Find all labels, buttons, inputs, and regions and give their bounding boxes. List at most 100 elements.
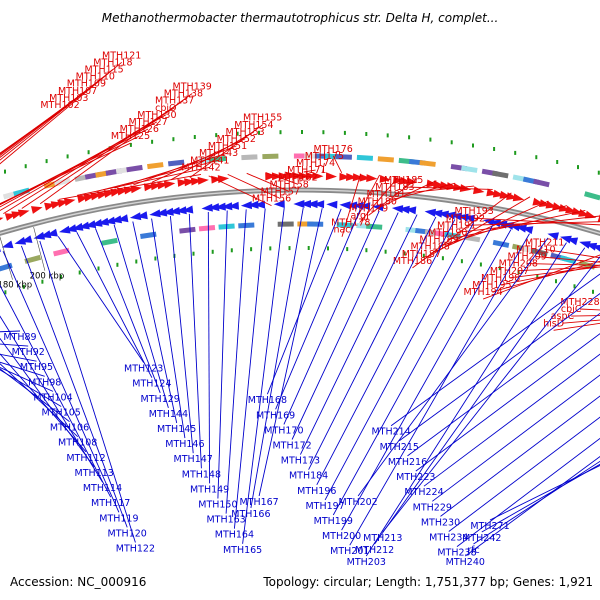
feature-block (167, 159, 185, 167)
forward-gene-label: nac (333, 225, 350, 236)
forward-gene-label: MTH107 (58, 86, 97, 97)
reverse-gene-arrow (39, 230, 52, 239)
gene-leader-line (385, 182, 456, 202)
reverse-gene-arrow (352, 201, 364, 210)
reverse-gene-label: MTH238 (437, 548, 476, 559)
reverse-gene-arrow (181, 205, 194, 214)
reverse-gene-label: MTH172 (272, 441, 311, 452)
reverse-gene-arrow (162, 207, 174, 216)
feature-block (101, 237, 118, 246)
gene-leader-line (403, 186, 493, 190)
accession-text: Accession: NC_000916 (10, 575, 146, 589)
gene-leader-line (447, 209, 586, 240)
feature-dot (60, 274, 62, 279)
reverse-gene-arrow (547, 232, 559, 241)
gene-leader-line (456, 437, 600, 547)
forward-gene-arrow (197, 176, 209, 185)
feature-dot (577, 165, 579, 170)
gene-leader-line (284, 171, 307, 178)
gene-leader-line (394, 185, 475, 195)
feature-dot (403, 251, 406, 256)
gene-leader-line (316, 219, 456, 486)
gene-leader-line (189, 124, 263, 178)
gene-leader-line (20, 245, 128, 528)
reverse-gene-arrow (116, 214, 129, 223)
feature-dot (346, 247, 349, 252)
forward-gene-arrow (0, 217, 4, 221)
gene-leader-line (0, 337, 95, 468)
feature-dot (215, 133, 218, 138)
feature-dot (536, 274, 539, 279)
gene-leader-line (0, 353, 37, 362)
feature-dot (22, 284, 25, 289)
feature-block (53, 247, 70, 257)
forward-gene-label: MTH175 (305, 151, 344, 162)
forward-gene-label: MTH142 (181, 162, 220, 173)
feature-dot (4, 290, 7, 295)
reverse-gene-arrow (579, 241, 591, 249)
feature-dot (97, 266, 100, 271)
feature-dot (365, 132, 368, 136)
gene-leader-line (258, 208, 323, 497)
forward-gene-arrow (184, 178, 196, 187)
gene-leader-line (438, 205, 568, 248)
reverse-gene-arrow (450, 212, 463, 221)
forward-gene-label: hisD (543, 318, 564, 329)
reverse-gene-label: MTH113 (75, 468, 114, 479)
gene-leader-line (57, 236, 145, 363)
forward-gene-arrow (325, 172, 337, 181)
reverse-gene-label: MTH234 (429, 533, 468, 544)
gene-leader-line (151, 218, 186, 439)
gene-leader-line (94, 228, 161, 393)
gene-leader-line (535, 256, 600, 263)
feature-dot (343, 130, 346, 135)
feature-dot (250, 247, 253, 252)
gene-leader-line (225, 209, 247, 514)
reverse-gene-label: MTH150 (198, 500, 237, 511)
reverse-gene-label: MTH216 (388, 457, 427, 468)
feature-dot (365, 248, 368, 253)
feature-dot (193, 135, 196, 139)
forward-gene-arrow (406, 177, 418, 186)
reverse-gene-arrow (463, 214, 476, 223)
reverse-gene-arrow (483, 218, 495, 226)
forward-gene-arrow (299, 172, 310, 180)
reverse-gene-label: MTH166 (231, 509, 270, 520)
reverse-gene-arrow (560, 235, 572, 244)
gene-leader-line (0, 284, 112, 498)
feature-dot (87, 150, 90, 155)
tick-label: 180 kbp (0, 280, 32, 290)
reverse-gene-arrow (149, 209, 161, 218)
feature-dot (479, 262, 482, 267)
gene-leader-line (76, 231, 153, 378)
forward-gene-label: MTH193 (455, 206, 494, 217)
reverse-gene-arrow (515, 224, 527, 233)
gene-leader-line (283, 210, 380, 425)
reverse-gene-label: MTH129 (141, 394, 180, 405)
reverse-gene-label: MTH271 (470, 521, 509, 532)
gene-leader-line (359, 176, 399, 223)
feature-dot (24, 164, 27, 169)
reverse-gene-arrow (240, 201, 252, 210)
feature-block (335, 154, 352, 160)
reverse-gene-arrow (208, 203, 220, 212)
feature-dot (535, 155, 538, 160)
gene-leader-line (0, 76, 105, 158)
reverse-gene-arrow (221, 202, 233, 211)
reverse-gene-arrow (46, 228, 58, 237)
reverse-gene-label: MTH184 (289, 471, 328, 482)
reverse-gene-arrow (65, 224, 77, 233)
feature-dot (78, 270, 81, 275)
forward-gene-label: aspC (551, 311, 575, 322)
reverse-gene-label: MTH148 (182, 469, 221, 480)
reverse-gene-arrow (339, 201, 351, 210)
forward-gene-label: MTH174 (296, 158, 335, 169)
forward-gene-label: MTH228 (560, 297, 599, 308)
forward-gene-label: MTH176 (314, 144, 353, 155)
gene-leader-line (242, 208, 285, 544)
gene-leader-line (0, 361, 45, 377)
gene-leader-line (332, 225, 493, 516)
reverse-gene-arrow (129, 212, 142, 221)
gene-leader-line (170, 131, 255, 181)
feature-dot (327, 246, 329, 251)
